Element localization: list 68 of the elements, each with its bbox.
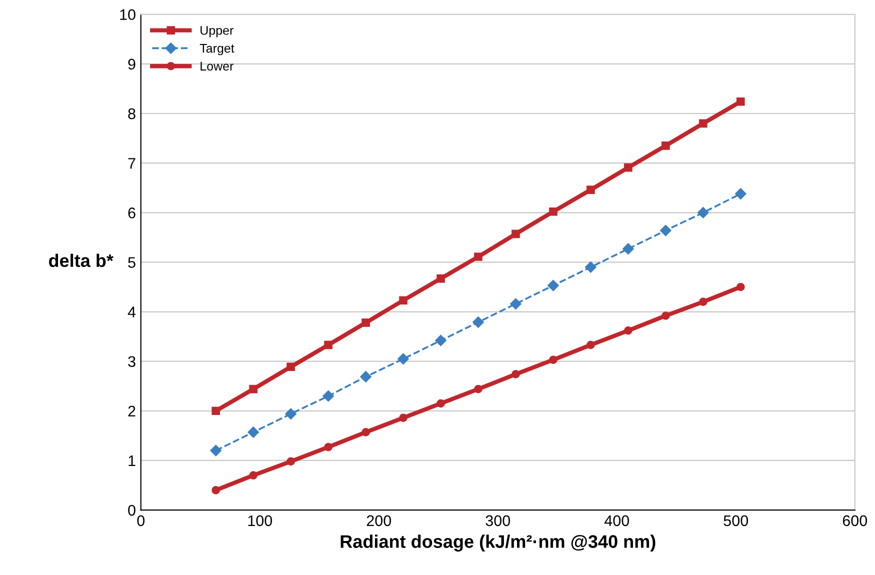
point <box>512 370 520 378</box>
point <box>474 384 482 394</box>
point <box>698 207 709 218</box>
x-axis-title: Radiant dosage (kJ/m²·nm @340 nm) <box>340 534 656 552</box>
point <box>698 298 708 306</box>
point <box>549 356 558 364</box>
point <box>286 457 295 466</box>
x-tick-label: 200 <box>366 515 392 526</box>
point <box>362 428 370 436</box>
point <box>698 119 708 128</box>
point <box>472 316 484 328</box>
point <box>662 142 670 150</box>
y-tick-label: 10 <box>120 9 136 20</box>
y-tick-label: 0 <box>128 504 136 516</box>
point <box>736 282 745 292</box>
point <box>586 340 595 350</box>
x-tick-label: 400 <box>604 515 630 526</box>
point <box>736 97 745 106</box>
point <box>548 280 559 292</box>
point <box>324 442 332 452</box>
legend-label: Target <box>200 44 234 56</box>
x-tick-label: 300 <box>486 515 510 526</box>
point <box>436 399 445 408</box>
point <box>212 486 220 494</box>
y-tick-label: 9 <box>128 58 136 70</box>
point <box>362 318 370 327</box>
x-tick-label: 100 <box>248 515 272 526</box>
point <box>210 444 222 456</box>
legend-label: Lower <box>200 62 234 71</box>
point <box>212 406 220 416</box>
y-tick-label: 1 <box>128 455 136 466</box>
point <box>622 243 634 254</box>
point <box>398 353 409 364</box>
point <box>249 471 258 480</box>
point <box>660 224 672 236</box>
point <box>360 371 372 382</box>
y-tick-label: 5 <box>128 257 136 268</box>
point <box>286 362 295 371</box>
point <box>586 186 595 194</box>
x-tick-label: 500 <box>724 515 748 526</box>
point <box>436 274 445 283</box>
point <box>399 414 408 422</box>
point <box>248 426 259 438</box>
point <box>249 384 258 394</box>
point <box>624 163 632 172</box>
point <box>662 312 670 320</box>
point <box>474 252 482 261</box>
x-tick-label: 0 <box>137 515 145 526</box>
point <box>585 262 596 273</box>
point <box>435 334 446 346</box>
point <box>324 340 332 350</box>
legend-label: Upper <box>200 26 234 38</box>
y-tick-label: 2 <box>128 406 136 416</box>
point <box>399 296 408 305</box>
y-tick-label: 6 <box>128 208 136 218</box>
point <box>624 326 632 335</box>
point <box>510 298 522 310</box>
y-axis-title: delta b* <box>49 254 114 268</box>
y-tick-label: 3 <box>128 356 136 368</box>
point <box>735 188 746 200</box>
point <box>285 408 296 420</box>
y-tick-label: 4 <box>128 306 136 318</box>
y-tick-label: 7 <box>128 158 136 169</box>
point <box>512 230 520 238</box>
point <box>549 207 558 216</box>
point <box>322 390 334 402</box>
y-tick-label: 8 <box>128 108 136 120</box>
x-tick-label: 600 <box>842 515 868 526</box>
